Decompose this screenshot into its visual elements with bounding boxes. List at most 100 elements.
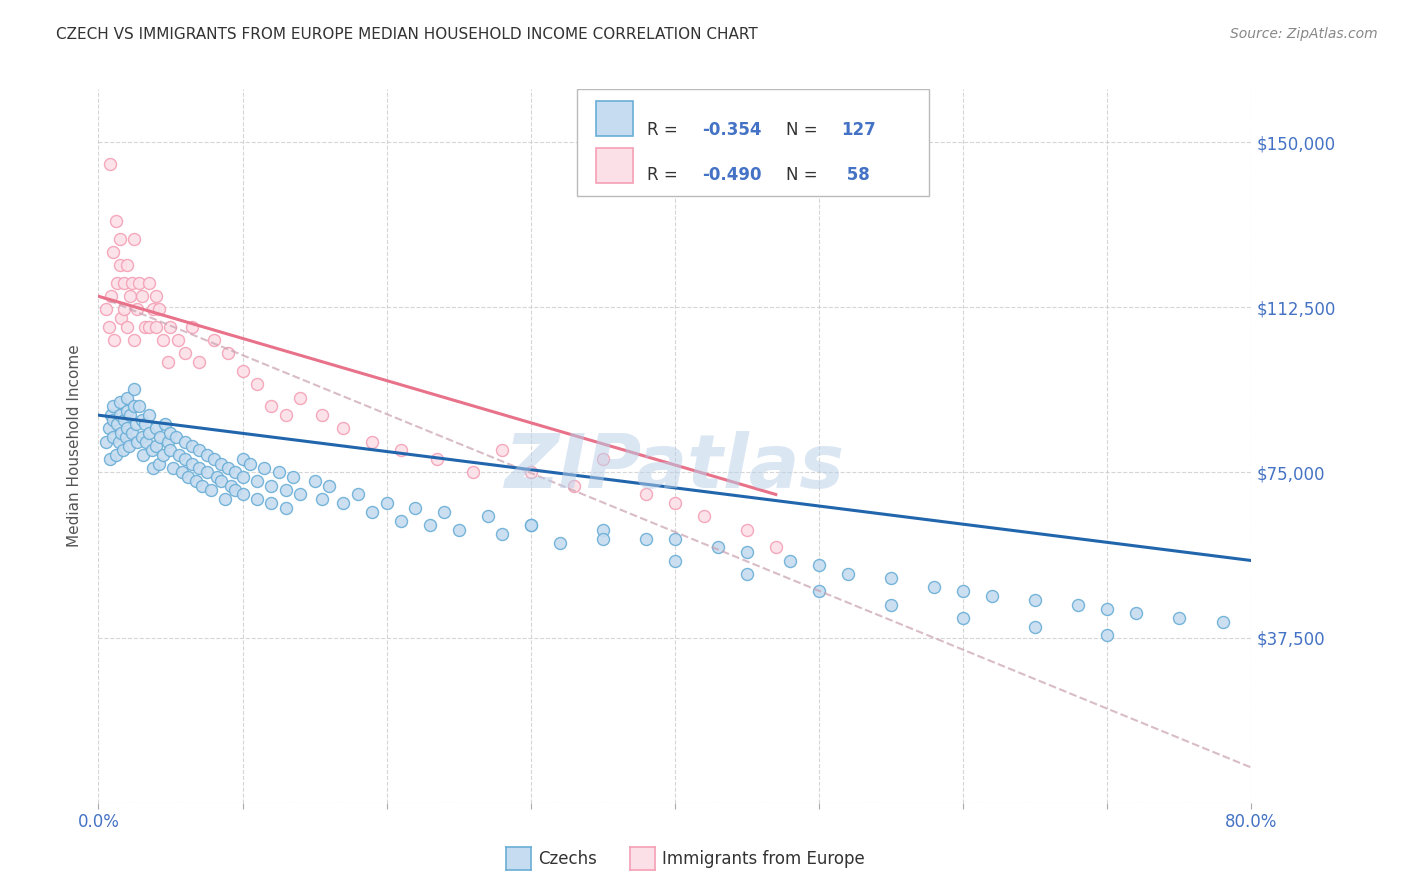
Text: N =: N = [786, 166, 823, 184]
Point [98, 452, 121, 467]
Point [224, 466, 246, 480]
Point [807, 558, 830, 572]
Point [94, 302, 117, 317]
Point [217, 461, 239, 475]
Point [260, 496, 283, 510]
Point [253, 461, 276, 475]
Point [419, 518, 441, 533]
Point [477, 509, 499, 524]
Point [562, 478, 585, 492]
Point [101, 430, 124, 444]
Point [120, 289, 142, 303]
Point [214, 491, 236, 506]
Point [131, 412, 153, 426]
Point [246, 475, 269, 489]
Point [260, 478, 283, 492]
Point [1212, 615, 1234, 630]
Text: Immigrants from Europe: Immigrants from Europe [662, 849, 865, 868]
Point [592, 452, 614, 467]
Text: R =: R = [647, 121, 683, 139]
Point [114, 430, 136, 444]
Point [124, 232, 146, 246]
Point [636, 532, 658, 546]
Point [205, 470, 228, 484]
Point [97, 421, 120, 435]
Text: Source: ZipAtlas.com: Source: ZipAtlas.com [1230, 27, 1378, 41]
Point [433, 505, 456, 519]
Point [389, 514, 412, 528]
Point [274, 408, 297, 422]
Point [447, 523, 470, 537]
Point [664, 496, 686, 510]
Point [188, 461, 211, 475]
Point [108, 232, 131, 246]
Point [981, 589, 1004, 603]
Point [181, 457, 204, 471]
Point [156, 434, 179, 449]
Point [461, 466, 484, 480]
Point [188, 355, 211, 369]
Point [765, 541, 787, 555]
Point [880, 571, 903, 585]
Point [548, 536, 571, 550]
Point [246, 491, 269, 506]
Point [124, 400, 146, 414]
Point [188, 443, 211, 458]
Point [142, 302, 165, 317]
Point [191, 478, 214, 492]
Point [142, 461, 165, 475]
Point [145, 320, 167, 334]
Point [104, 448, 127, 462]
FancyBboxPatch shape [576, 89, 928, 196]
Point [134, 320, 156, 334]
Point [138, 408, 160, 422]
Point [246, 377, 269, 392]
Point [181, 320, 204, 334]
Point [97, 320, 120, 334]
Point [592, 532, 614, 546]
Point [138, 276, 160, 290]
Point [112, 302, 135, 317]
Point [174, 434, 197, 449]
Point [290, 487, 312, 501]
Point [174, 452, 197, 467]
Point [491, 443, 513, 458]
Point [145, 421, 167, 435]
Point [735, 545, 758, 559]
Point [128, 276, 150, 290]
Point [127, 434, 149, 449]
Point [195, 448, 218, 462]
Point [837, 566, 859, 581]
Point [121, 276, 143, 290]
Point [174, 346, 197, 360]
Point [952, 611, 974, 625]
Text: 58: 58 [841, 166, 870, 184]
Point [124, 333, 146, 347]
Point [202, 333, 225, 347]
Point [152, 333, 174, 347]
Point [120, 408, 142, 422]
Point [124, 382, 146, 396]
Point [361, 434, 384, 449]
Point [281, 470, 304, 484]
Point [1024, 619, 1046, 633]
Point [260, 400, 283, 414]
Point [664, 553, 686, 567]
Point [209, 457, 232, 471]
Point [274, 500, 297, 515]
Point [107, 434, 129, 449]
Point [117, 421, 139, 435]
Point [153, 417, 176, 431]
Point [304, 475, 326, 489]
Point [127, 302, 149, 317]
Point [231, 364, 254, 378]
Point [121, 425, 143, 440]
Point [108, 395, 131, 409]
Point [1125, 607, 1147, 621]
Point [128, 400, 150, 414]
Point [105, 417, 128, 431]
Point [346, 487, 368, 501]
Point [152, 448, 174, 462]
Point [592, 523, 614, 537]
Point [149, 430, 172, 444]
